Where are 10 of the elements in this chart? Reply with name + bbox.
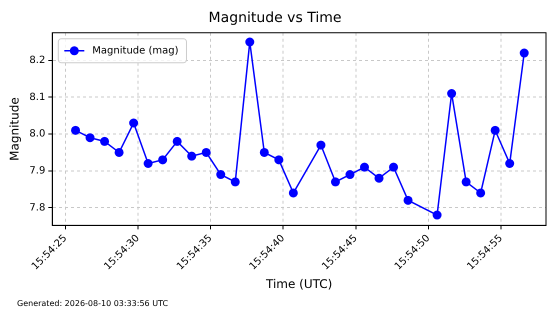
y-tick-label: 8.0 (29, 128, 46, 140)
y-axis-title: Magnitude (7, 97, 22, 161)
x-axis-title: Time (UTC) (264, 276, 332, 291)
y-tick-label: 8.2 (29, 55, 46, 66)
legend-label: Magnitude (mag) (92, 45, 179, 56)
y-tick-label: 7.8 (29, 202, 46, 214)
chart-title: Magnitude vs Time (208, 10, 342, 26)
text: Generated: 2026-08-10 03:33:56 UTC (17, 299, 168, 308)
y-tick-label: 8.1 (29, 92, 46, 103)
y-tick-label: 7.9 (29, 165, 46, 176)
